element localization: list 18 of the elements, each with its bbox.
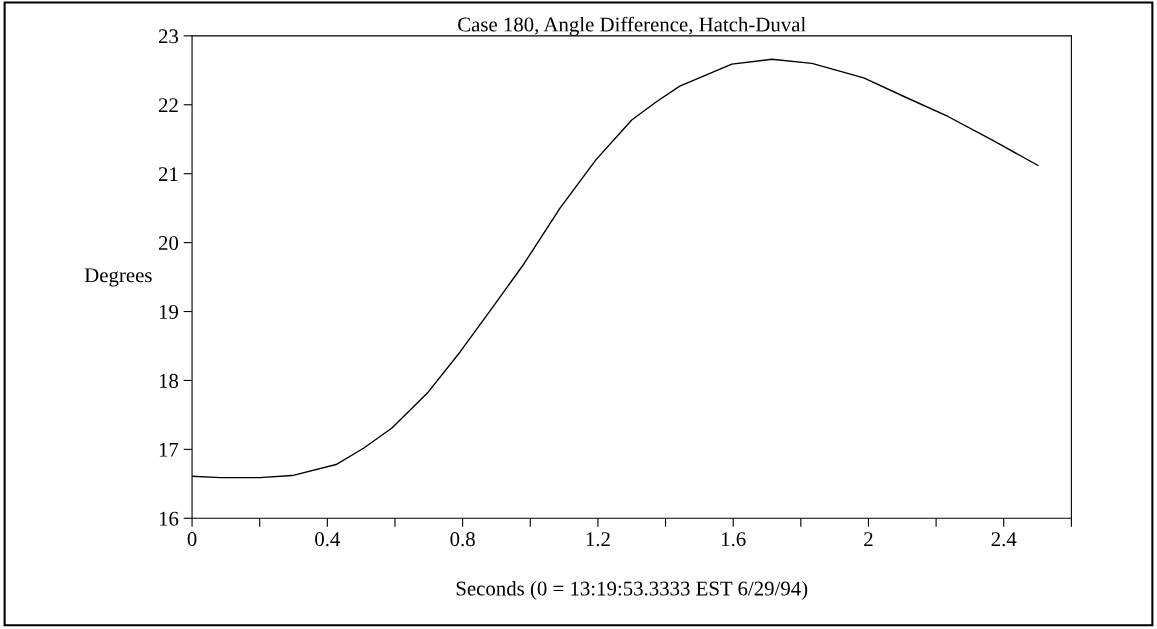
x-tick-label: 1.2 <box>586 532 610 547</box>
y-tick-label: 20 <box>158 235 179 251</box>
y-tick-label: 23 <box>158 29 179 44</box>
y-tick-label: 22 <box>158 98 178 112</box>
y-axis-title: Degrees <box>84 268 152 287</box>
x-tick-label: 2.4 <box>991 532 1017 547</box>
x-tick-label: 0.8 <box>450 532 475 547</box>
y-tick-label: 21 <box>158 167 178 181</box>
x-tick-label: 1.6 <box>721 532 746 547</box>
y-tick-label: 16 <box>159 511 179 526</box>
y-tick-label: 18 <box>159 373 179 388</box>
chart-title: Case 180, Angle Difference, Hatch-Duval <box>458 16 806 36</box>
y-tick-label: 19 <box>159 304 179 319</box>
y-tick-label: 17 <box>159 442 179 457</box>
x-tick-label: 2 <box>864 532 873 546</box>
x-tick-label: 0 <box>187 532 197 547</box>
x-axis-title: Seconds (0 = 13:19:53.3333 EST 6/29/94) <box>456 580 808 600</box>
x-tick-label: 0.4 <box>315 532 341 547</box>
